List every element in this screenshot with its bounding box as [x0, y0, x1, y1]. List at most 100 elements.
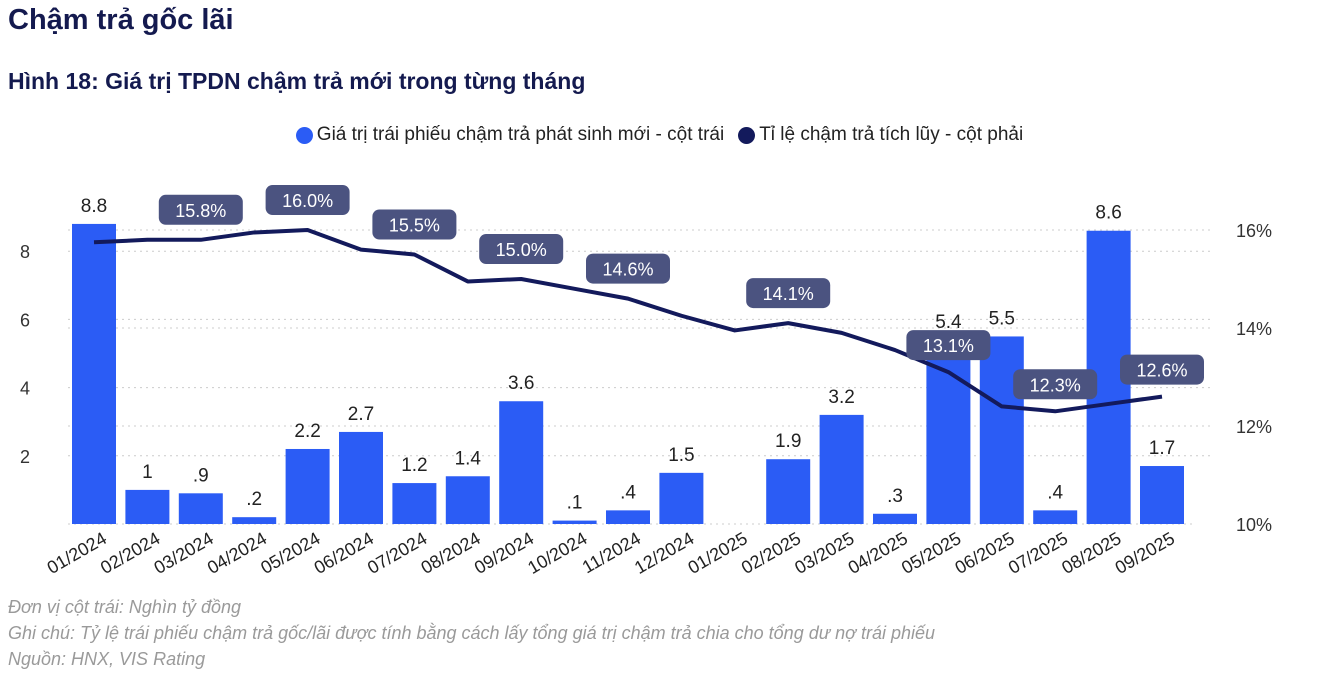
bar-data-label: 8.8 — [81, 196, 107, 217]
x-tick-label: 03/2024 — [150, 528, 216, 578]
bar-data-label: 1.2 — [401, 455, 427, 476]
line-data-label: 16.0% — [282, 191, 333, 211]
bar — [873, 513, 917, 524]
line-label-box — [586, 253, 670, 284]
section-title: Chậm trả gốc lãi — [8, 4, 234, 36]
right-tick-label: 10% — [1236, 515, 1272, 535]
bar — [392, 483, 437, 524]
bar-data-label: 1.4 — [455, 448, 482, 469]
bar — [979, 336, 1024, 524]
line-data-label: 15.8% — [175, 201, 226, 221]
bar-data-label: .4 — [1047, 482, 1063, 503]
legend-line-swatch-icon — [738, 126, 756, 144]
bar — [1140, 466, 1184, 524]
bar-data-label: .4 — [620, 482, 636, 503]
right-tick-label: 16% — [1236, 221, 1272, 241]
bar — [178, 493, 223, 524]
bar-data-label: 3.2 — [828, 387, 854, 408]
x-tick-label: 06/2025 — [951, 528, 1017, 578]
bar — [1033, 510, 1078, 524]
x-tick-label: 02/2024 — [97, 528, 163, 578]
bar-data-label: 1.5 — [668, 445, 694, 466]
legend: Giá trị trái phiếu chậm trả phát sinh mớ… — [0, 124, 1319, 146]
legend-item-line: Tỉ lệ chậm trả tích lũy - cột phải — [738, 124, 1023, 146]
line-data-label: 14.1% — [763, 284, 814, 304]
legend-item-bars: Giá trị trái phiếu chậm trả phát sinh mớ… — [295, 124, 725, 146]
bar-data-label: .2 — [246, 489, 262, 510]
x-tick-label: 07/2025 — [1005, 528, 1071, 578]
left-tick-label: 6 — [20, 310, 30, 330]
line-label-box — [372, 209, 457, 240]
x-tick-label: 04/2024 — [204, 528, 270, 578]
bar-data-label: 2.2 — [294, 421, 320, 442]
line-label-box — [906, 330, 991, 361]
bar — [606, 510, 650, 524]
source-note: Nguồn: HNX, VIS Rating — [8, 649, 206, 669]
line-label-box — [746, 278, 831, 309]
x-tick-label: 11/2024 — [579, 528, 644, 577]
line-data-label: 15.0% — [496, 240, 547, 260]
bar — [659, 472, 704, 524]
bar-data-label: 8.6 — [1095, 203, 1121, 224]
x-tick-label: 09/2024 — [471, 528, 537, 578]
bar-data-label: 5.4 — [935, 312, 962, 333]
legend-label: Tỉ lệ chậm trả tích lũy - cột phải — [759, 124, 1024, 145]
x-tick-label: 03/2025 — [791, 528, 857, 578]
bar — [285, 448, 330, 524]
bar-data-label: 1.9 — [775, 431, 801, 452]
x-tick-label: 10/2024 — [524, 528, 590, 578]
x-tick-label: 07/2024 — [364, 528, 430, 578]
figure-title: Hình 18: Giá trị TPDN chậm trả mới trong… — [8, 68, 586, 94]
footnotes: Đơn vị cột trái: Nghìn tỷ đồng Ghi chú: … — [8, 594, 935, 672]
line-label-box — [1120, 354, 1204, 385]
legend-label: Giá trị trái phiếu chậm trả phát sinh mớ… — [316, 124, 725, 145]
bar-data-label: 5.5 — [989, 308, 1015, 329]
x-tick-label: 05/2024 — [257, 528, 323, 578]
bar — [552, 520, 597, 524]
line-label-box — [158, 194, 243, 225]
line-label-box — [479, 234, 564, 264]
bar-data-label: 1 — [142, 462, 153, 483]
right-tick-label: 12% — [1236, 417, 1272, 437]
x-tick-label: 08/2025 — [1058, 528, 1124, 578]
left-tick-label: 4 — [20, 379, 30, 399]
line-label-box — [1013, 369, 1098, 400]
chart: 2 4 6 8 10% 12% 14% 16% 8.8 01/2024 1 02/2024 .9 03/2… — [20, 185, 1272, 578]
x-tick-label: 09/2025 — [1112, 528, 1178, 578]
line-data-label: 13.1% — [923, 336, 974, 356]
x-tick-label: 01/2024 — [44, 528, 110, 578]
unit-note: Đơn vị cột trái: Nghìn tỷ đồng — [8, 597, 241, 617]
bar-data-label: 1.7 — [1149, 438, 1175, 459]
bar — [232, 517, 277, 524]
bar — [766, 459, 811, 524]
rate-line — [93, 228, 1163, 414]
bar-data-label: 2.7 — [348, 404, 374, 425]
bar — [445, 476, 490, 524]
bar-data-label: .1 — [567, 493, 583, 514]
line-data-label: 14.6% — [602, 260, 653, 280]
bar — [125, 489, 170, 524]
left-tick-label: 2 — [20, 447, 30, 467]
x-tick-label: 01/2025 — [684, 528, 750, 578]
bar — [499, 401, 544, 524]
bar — [819, 414, 864, 524]
bar-data-label: .3 — [887, 486, 903, 507]
line-data-label: 15.5% — [389, 216, 440, 236]
legend-bar-swatch-icon — [295, 126, 313, 144]
line-label-box — [265, 185, 350, 215]
x-tick-label: 05/2025 — [898, 528, 964, 578]
right-tick-label: 14% — [1236, 319, 1272, 339]
bar — [339, 431, 383, 524]
x-tick-label: 02/2025 — [738, 528, 804, 578]
left-tick-label: 8 — [20, 242, 30, 262]
x-tick-label: 08/2024 — [417, 528, 483, 578]
line-data-label: 12.3% — [1030, 375, 1081, 395]
method-note: Ghi chú: Tỷ lệ trái phiếu chậm trả gốc/l… — [8, 623, 936, 643]
bar-data-label: 3.6 — [508, 373, 534, 394]
bar-data-label: .9 — [193, 465, 209, 486]
bar — [72, 223, 116, 525]
line-data-label: 12.6% — [1136, 361, 1187, 381]
x-tick-label: 04/2025 — [845, 528, 911, 578]
x-tick-label: 06/2024 — [311, 528, 377, 578]
x-tick-label: 12/2024 — [631, 528, 697, 578]
